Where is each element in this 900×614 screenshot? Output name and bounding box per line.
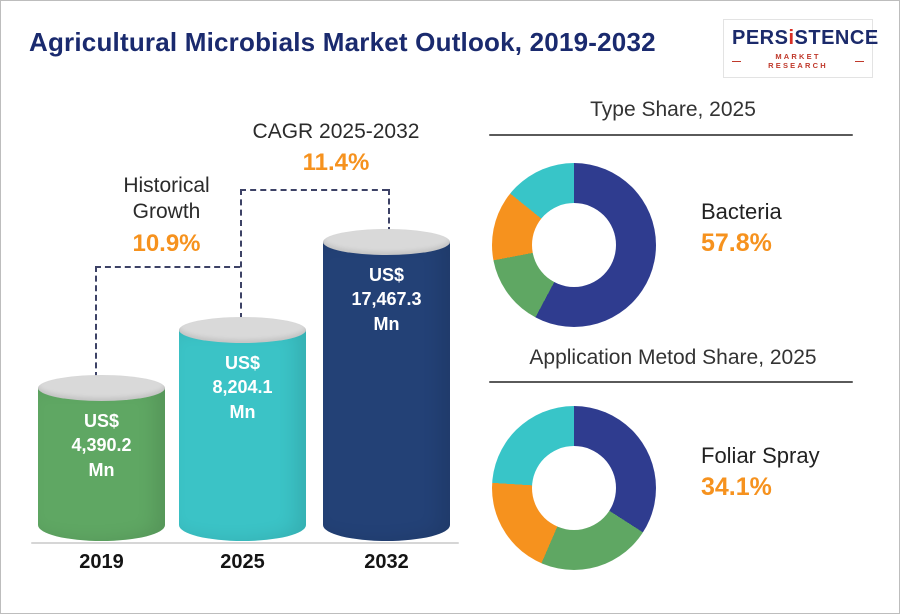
historical-growth-annotation: Historical Growth 10.9% — [79, 173, 254, 258]
application-method-title: Application Metod Share, 2025 — [529, 346, 817, 369]
bar-body — [323, 242, 450, 541]
bar-body — [179, 330, 306, 541]
section-divider — [489, 134, 853, 136]
historical-growth-label: Historical Growth — [123, 174, 210, 224]
bar-year-label: 2032 — [364, 551, 409, 573]
type-share-title: Type Share, 2025 — [590, 98, 756, 121]
bar-year-label: 2019 — [79, 551, 124, 573]
connector-line — [95, 266, 240, 268]
connector-line — [240, 189, 388, 191]
brand-letter-i: i — [788, 27, 795, 49]
bar-2019: US$ 4,390.2 Mn 2019 — [38, 375, 165, 573]
page-title: Agricultural Microbials Market Outlook, … — [29, 27, 656, 57]
type-share-callout: Bacteria 57.8% — [701, 199, 881, 258]
cagr-annotation: CAGR 2025-2032 11.4% — [241, 119, 431, 177]
connector-line — [240, 189, 242, 319]
bar-year-label: 2025 — [220, 551, 265, 573]
application-method-callout: Foliar Spray 34.1% — [701, 443, 881, 502]
bar-top-cap — [38, 375, 165, 401]
bar-top-cap — [179, 317, 306, 343]
bar-value-label: US$ 8,204.1 Mn — [212, 353, 273, 422]
bar-top-cap — [323, 229, 450, 255]
application-method-donut — [492, 406, 656, 570]
cagr-label: CAGR 2025-2032 — [252, 120, 420, 143]
brand-prefix: PERS — [732, 27, 789, 49]
cagr-value: 11.4% — [302, 149, 370, 177]
bar-2025: US$ 8,204.1 Mn 2025 — [179, 317, 306, 573]
brand-suffix: STENCE — [794, 27, 879, 49]
bar-value-label: US$ 17,467.3 Mn — [351, 265, 422, 334]
brand-tagline-row: MARKET RESEARCH — [732, 52, 864, 70]
connector-line — [388, 189, 390, 233]
brand-name: PERSiSTENCE — [732, 27, 878, 50]
bar-value-label: US$ 4,390.2 Mn — [71, 411, 132, 480]
x-axis-baseline — [31, 542, 459, 544]
bar-body — [38, 388, 165, 541]
callout-label: Bacteria — [701, 199, 782, 224]
bar-2032: US$ 17,467.3 Mn 2032 — [323, 229, 450, 573]
callout-label: Foliar Spray — [701, 443, 820, 468]
connector-line — [95, 266, 97, 378]
tagline-left-dash — [732, 60, 741, 62]
callout-value: 57.8% — [701, 229, 772, 257]
section-divider — [489, 381, 853, 383]
tagline-right-dash — [855, 60, 864, 62]
brand-logo: PERSiSTENCE MARKET RESEARCH — [723, 19, 878, 78]
callout-value: 34.1% — [701, 473, 772, 501]
type-share-donut — [492, 163, 656, 327]
brand-tagline: MARKET RESEARCH — [768, 52, 828, 70]
historical-growth-value: 10.9% — [132, 229, 201, 257]
